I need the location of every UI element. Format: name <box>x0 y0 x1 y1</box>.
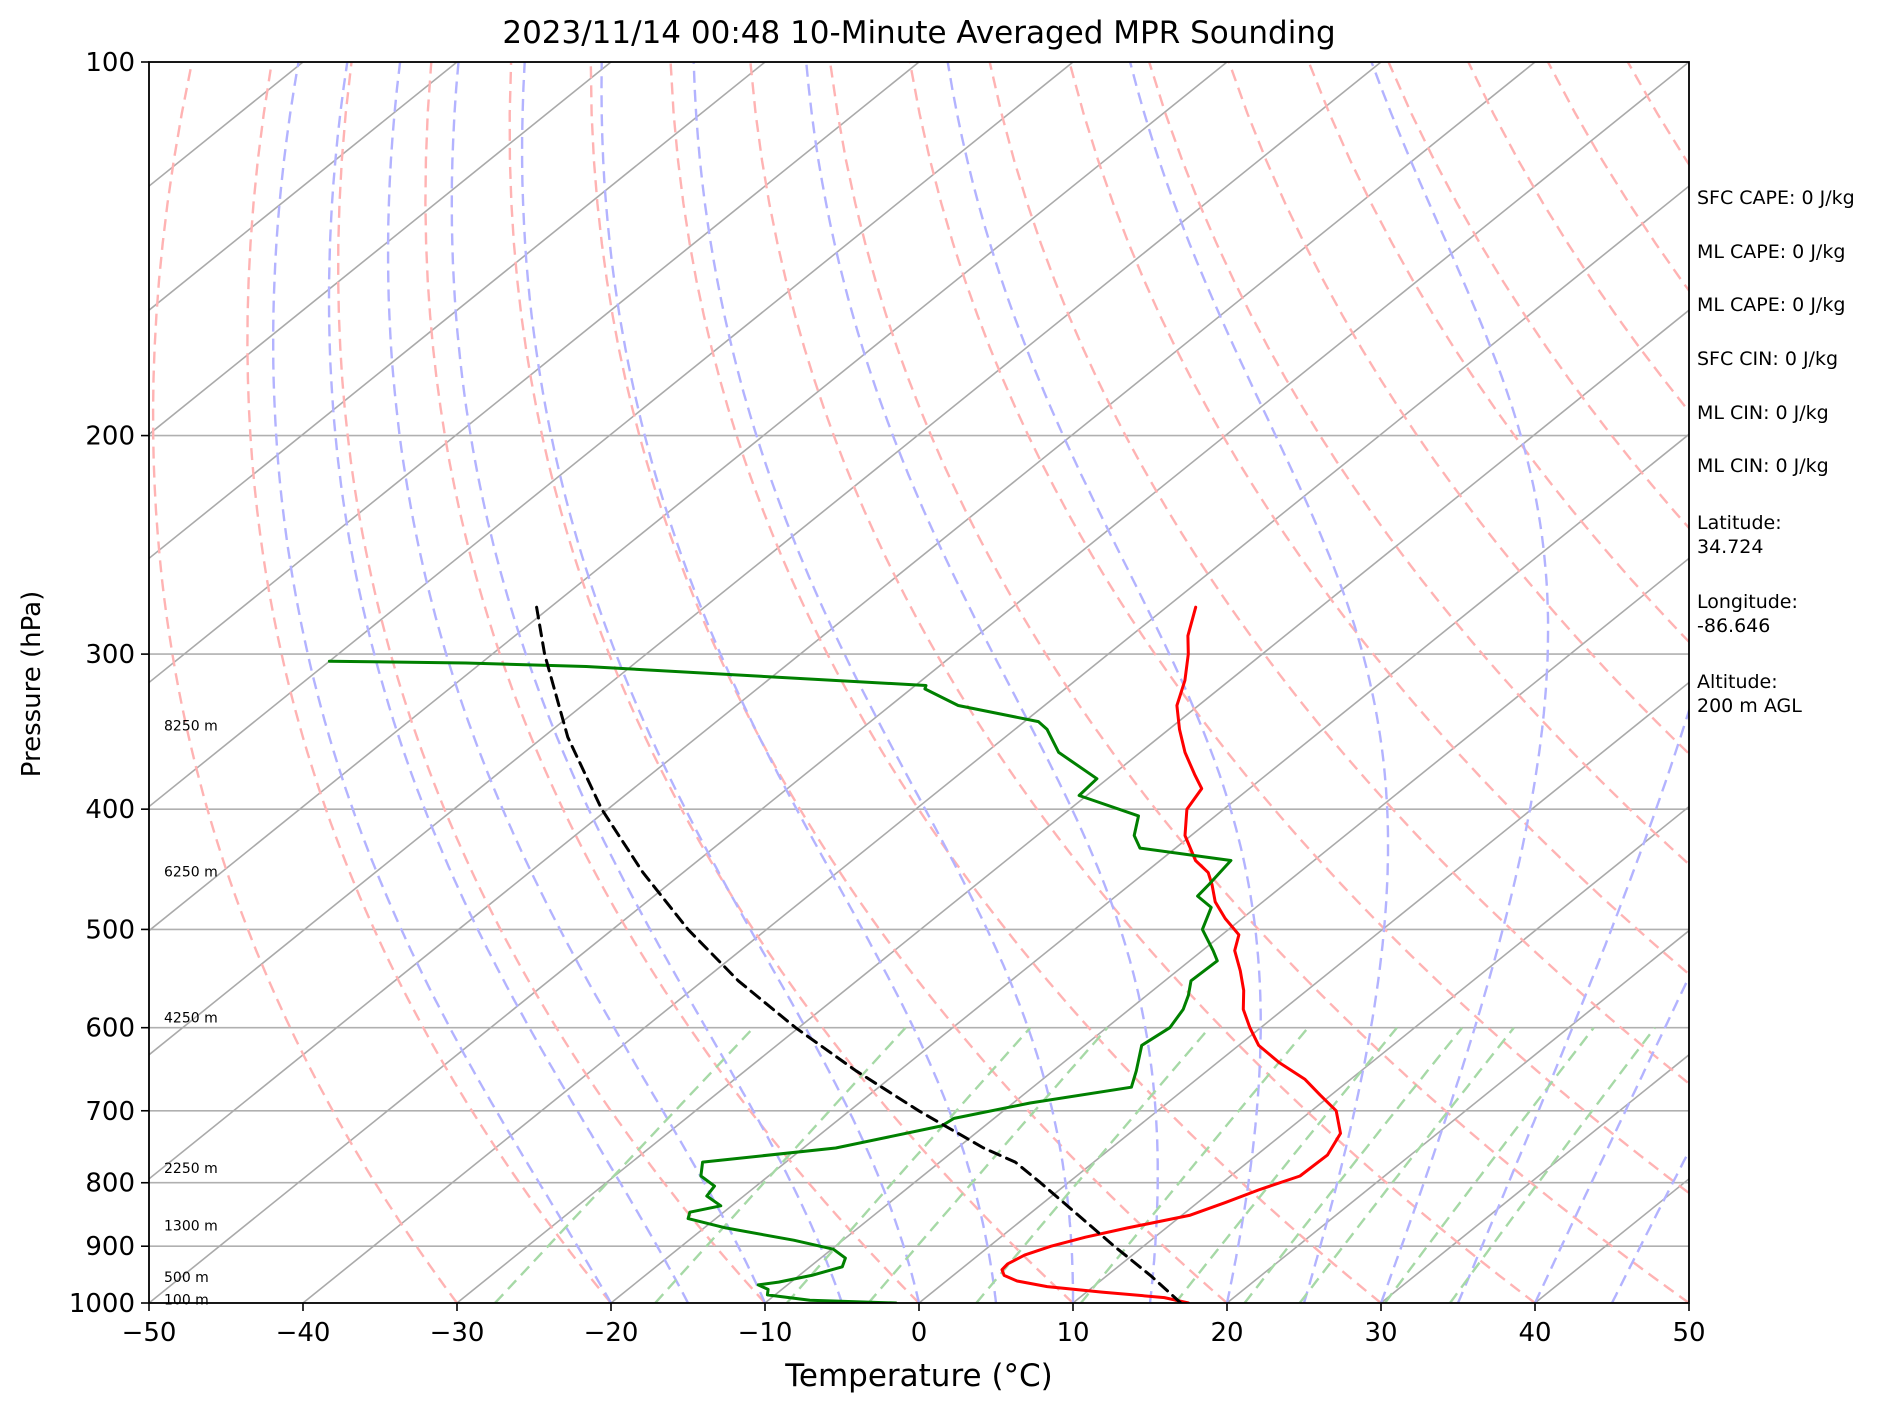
y-tick-label: 500 <box>85 915 135 945</box>
x-tick-label: 20 <box>1210 1318 1243 1348</box>
y-tick-label: 700 <box>85 1097 135 1127</box>
info-sfc-cape: SFC CAPE: 0 J/kg <box>1697 186 1855 210</box>
x-tick-label: −30 <box>430 1318 485 1348</box>
mixing-ratio-line <box>495 1028 754 1303</box>
moist-adiabat-line <box>329 62 688 1303</box>
dry-adiabat-line <box>510 62 1073 1303</box>
y-tick-label: 100 <box>85 48 135 78</box>
x-tick-label: 50 <box>1672 1318 1705 1348</box>
x-tick-label: −10 <box>738 1318 793 1348</box>
isotherm-line <box>0 62 457 1303</box>
y-axis-label: Pressure (hPa) <box>17 591 47 778</box>
height-label: 4250 m <box>164 1011 218 1027</box>
moist-adiabat-line <box>602 62 997 1303</box>
height-label: 2250 m <box>164 1161 218 1177</box>
y-tick-label: 1000 <box>69 1289 135 1319</box>
x-tick-label: 40 <box>1518 1318 1551 1348</box>
height-label: 100 m <box>164 1292 209 1308</box>
moist-adiabat-line <box>1130 62 1388 1303</box>
dry-adiabat-line <box>671 62 1381 1303</box>
x-tick-label: −20 <box>584 1318 639 1348</box>
height-label: 500 m <box>164 1270 209 1286</box>
x-tick-label: 10 <box>1056 1318 1089 1348</box>
info-altitude: Altitude: 200 m AGL <box>1697 670 1802 718</box>
y-tick-label: 900 <box>85 1232 135 1262</box>
y-tick-label: 400 <box>85 795 135 825</box>
mixing-ratio-line <box>1081 1028 1308 1303</box>
moist-adiabat-line <box>948 62 1261 1303</box>
x-axis-label: Temperature (°C) <box>784 1358 1053 1394</box>
y-tick-label: 800 <box>85 1169 135 1199</box>
info-ml-cape-2: ML CAPE: 0 J/kg <box>1697 293 1845 317</box>
x-tick-label: 0 <box>911 1318 928 1348</box>
dry-adiabat-line <box>153 62 457 1303</box>
height-label: 8250 m <box>164 718 218 734</box>
info-ml-cin: ML CIN: 0 J/kg <box>1697 401 1829 425</box>
y-tick-label: 600 <box>85 1014 135 1044</box>
x-tick-label: −40 <box>276 1318 331 1348</box>
moist-adiabat-line <box>273 62 611 1303</box>
chart-title: 2023/11/14 00:48 10-Minute Averaged MPR … <box>502 15 1335 51</box>
info-latitude: Latitude: 34.724 <box>1697 511 1782 559</box>
y-tick-label: 200 <box>85 422 135 452</box>
mixing-ratio-line <box>655 1028 905 1303</box>
y-tick-label: 300 <box>85 640 135 670</box>
isotherm-line <box>0 62 919 1303</box>
moist-adiabat-line <box>388 62 765 1303</box>
temperature-profile-line <box>1002 607 1341 1303</box>
height-label: 6250 m <box>164 865 218 881</box>
height-label: 1300 m <box>164 1219 218 1235</box>
info-longitude: Longitude: -86.646 <box>1697 590 1798 638</box>
info-ml-cin-2: ML CIN: 0 J/kg <box>1697 454 1829 478</box>
x-tick-label: 30 <box>1364 1318 1397 1348</box>
info-sfc-cin: SFC CIN: 0 J/kg <box>1697 347 1838 371</box>
dry-adiabat-line <box>1867 62 1893 1303</box>
info-ml-cape: ML CAPE: 0 J/kg <box>1697 240 1845 264</box>
mixing-ratio-line <box>1385 1028 1594 1303</box>
x-tick-label: −50 <box>122 1318 177 1348</box>
